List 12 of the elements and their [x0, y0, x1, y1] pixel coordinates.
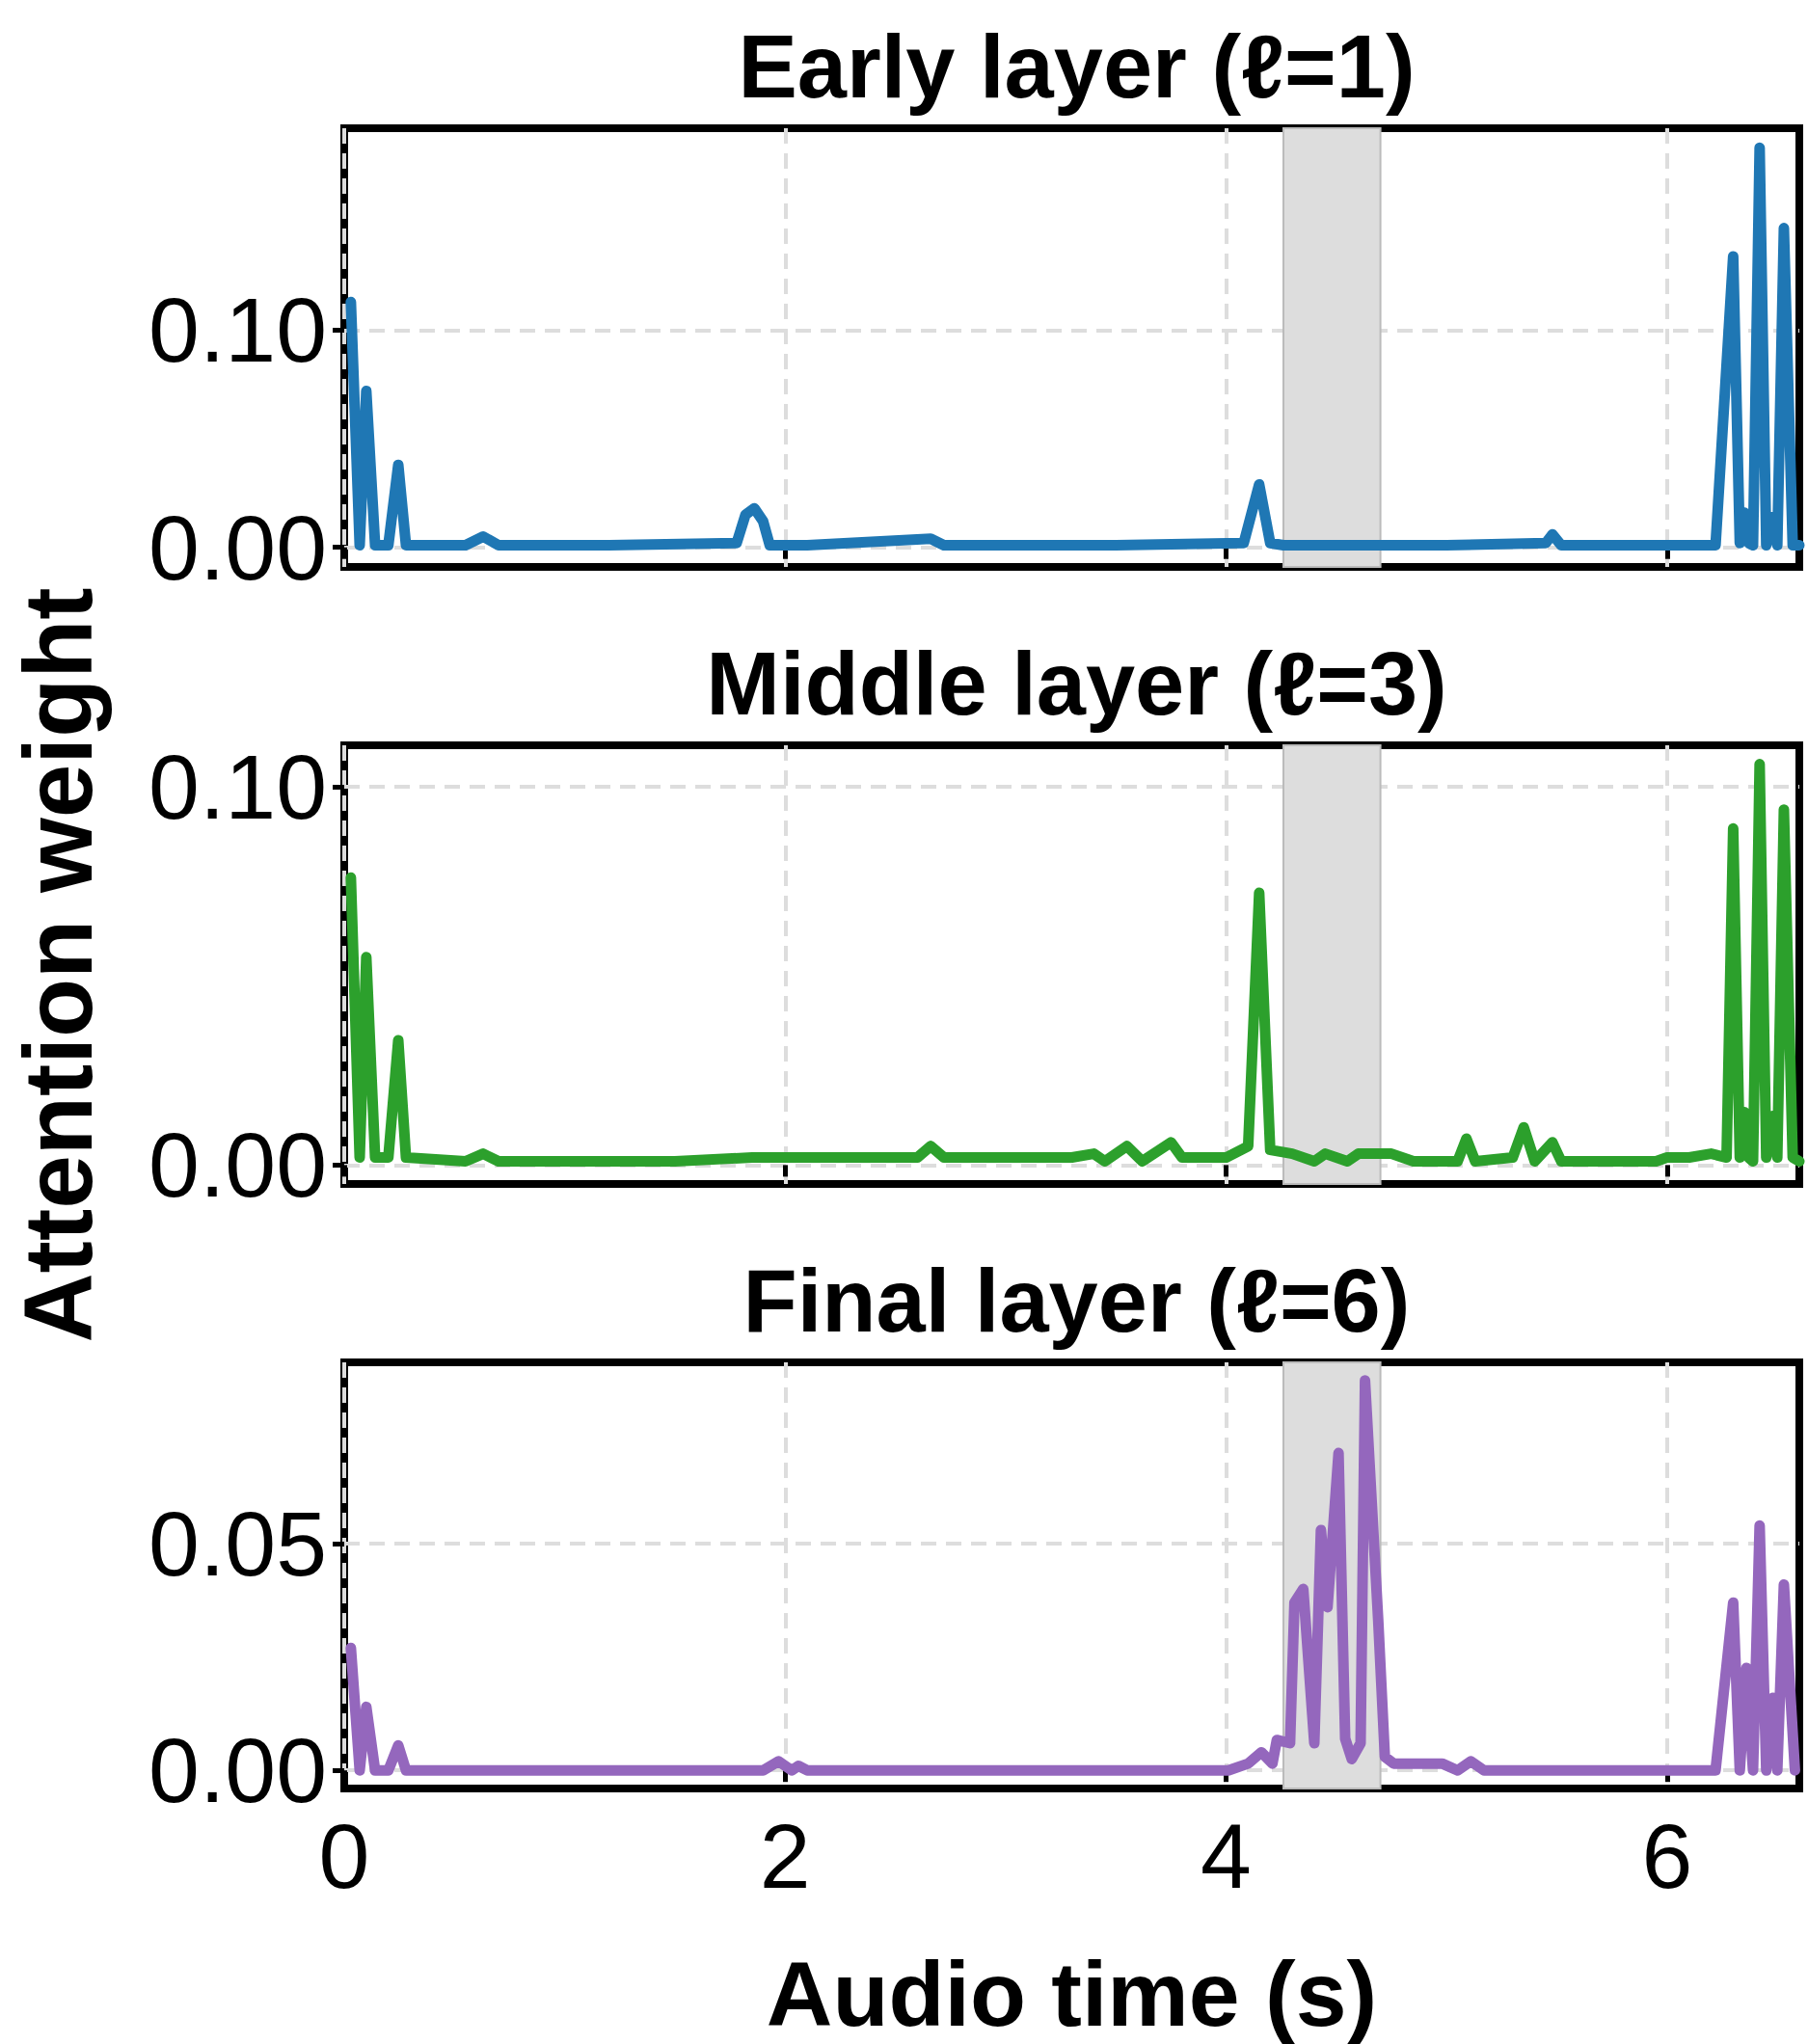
- y-tick-label: 0.00: [148, 1114, 327, 1217]
- y-tick-label: 0.05: [148, 1493, 327, 1596]
- y-axis-title: Attention weight: [4, 586, 112, 1343]
- x-tick-label: 2: [759, 1804, 811, 1907]
- y-tick-label: 0.00: [148, 496, 327, 599]
- x-tick-label: 6: [1641, 1804, 1693, 1907]
- chart-title: Final layer (ℓ=6): [742, 1251, 1411, 1350]
- y-tick-label: 0.10: [148, 279, 327, 382]
- chart-title: Early layer (ℓ=1): [738, 17, 1416, 116]
- chart-title: Middle layer (ℓ=3): [706, 634, 1447, 733]
- y-tick-label: 0.10: [148, 736, 327, 839]
- x-tick-label: 4: [1201, 1804, 1252, 1907]
